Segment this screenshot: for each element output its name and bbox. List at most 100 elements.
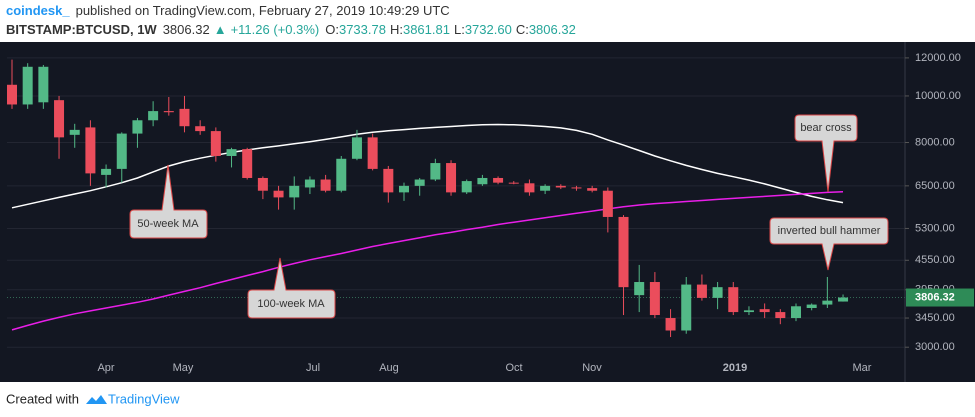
symbol: BITSTAMP:BTCUSD, 1W [6,22,157,37]
candle-body [728,287,739,313]
candle-body [587,188,598,191]
x-tick-label: Oct [505,362,522,374]
candle-body [336,158,347,191]
x-tick-label: Apr [97,362,114,374]
ohlc-value: 3732.60 [465,22,512,37]
candle-body [430,163,441,180]
candle-body [540,185,551,191]
publisher: coindesk_ [6,3,70,18]
ma-line [11,123,844,209]
candle-body [7,84,17,105]
candle-body [822,300,833,305]
x-tick-label: May [173,362,194,374]
publish-info: published on TradingView.com, February 2… [76,3,450,18]
candle-body [101,168,112,175]
candle-body [179,108,190,127]
candle-body [775,312,786,319]
x-tick-label: Mar [853,362,872,374]
candle-body [712,287,723,298]
candle-body [351,137,362,159]
candle-body [838,297,849,302]
candle-body [461,181,472,193]
candle-body [257,177,268,191]
candle-body [806,304,817,308]
candle-body [681,284,692,331]
candle-body [555,185,566,188]
candle-body [320,179,331,191]
ma-line [11,190,844,331]
candle-body [477,177,488,185]
candle-body [289,185,300,198]
up-arrow: ▲ [214,22,227,37]
x-tick-label: Jul [306,362,320,374]
footer-text: Created with [6,391,79,406]
publish-line: coindesk_ published on TradingView.com, F… [6,3,450,18]
candle-body [22,66,33,105]
candle-body [493,177,504,183]
ohlc-label: C: [516,22,529,37]
candle-body [524,183,535,193]
candle-body [226,149,237,156]
candle-body [618,216,629,288]
candle-body [602,190,613,217]
candle-body [791,306,801,319]
candle-body [69,129,80,135]
candle-body [132,120,143,134]
change: +11.26 (+0.3%) [231,22,320,37]
candle-body [116,133,127,169]
brand-logo [86,395,107,404]
x-tick-label: 2019 [723,362,747,374]
ohlc-value: 3733.78 [339,22,386,37]
candle-body [414,179,425,186]
candle-body [242,149,253,178]
candle-body [446,163,457,193]
candle-body [743,310,754,313]
last-price: 3806.32 [163,22,210,37]
y-tick-label: 4550.00 [915,254,955,266]
callout-box [769,217,889,271]
candle-body [383,168,394,193]
candle-body [85,127,96,174]
callout-box [247,257,336,319]
candle-body [399,185,409,193]
candle-body [649,282,660,316]
ohlc-label: H: [390,22,403,37]
callouts: bear cross inverted bull hammer 50-week … [129,114,889,319]
candle-body [38,66,49,103]
last-price-label: 3806.32 [915,291,955,303]
candle-body [696,284,707,298]
x-tick-label: Nov [582,362,602,374]
candle-body [304,179,315,188]
plot-area [7,57,905,348]
candle-body [195,126,206,132]
candle-body [367,137,378,169]
x-tick-label: Aug [379,362,399,374]
y-tick-label: 8000.00 [915,136,955,148]
candle-body [148,111,159,121]
candle-body [665,318,676,331]
ma-label: 50-week MA [137,218,199,230]
y-tick-label: 12000.00 [915,52,961,64]
y-tick-label: 10000.00 [915,90,961,102]
y-tick-label: 3000.00 [915,341,955,353]
candle-body [210,131,221,156]
candle-body [54,100,65,138]
annotation: bear cross [800,122,852,134]
candle-body [759,309,770,313]
candle-body [634,282,645,296]
y-tick-label: 6500.00 [915,180,955,192]
callout-box [129,164,208,239]
callout-box [794,114,858,193]
candle-body [571,187,582,189]
ohlc-label: L: [454,22,465,37]
ohlc-label: O: [325,22,339,37]
annotation: inverted bull hammer [778,225,881,237]
ohlc-value: 3861.81 [403,22,450,37]
candle-body [163,111,174,113]
footer-brand[interactable]: TradingView [108,391,180,406]
ma-label: 100-week MA [257,298,325,310]
ohlc-value: 3806.32 [529,22,576,37]
last-price-box [906,288,974,307]
candle-body [273,190,284,198]
